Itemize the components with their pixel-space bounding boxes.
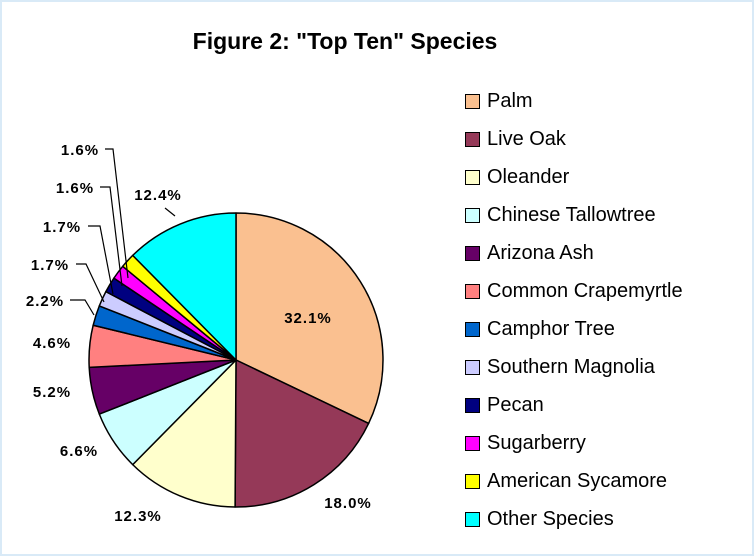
pie-slice-oleander [131,359,237,508]
legend-swatch [465,131,480,147]
legend-label: Other Species [487,507,614,530]
legend-label: Palm [487,89,533,112]
leader-line-pecan [88,225,114,295]
leader-line-american-sycamore [105,148,129,279]
legend-label: Oleander [487,165,570,188]
data-label-chinese-tallowtree: 6.6% [60,443,98,460]
leader-line-southern-magnolia [76,263,105,303]
legend-swatch [465,245,480,261]
chart-title: Figure 2: "Top Ten" Species [192,28,498,54]
legend-label: Common Crapemyrtle [487,279,683,302]
data-label-other-species: 12.4% [134,187,182,204]
data-label-southern-magnolia: 1.7% [31,257,69,274]
pie-slice-palm [235,212,384,425]
leader-line-other-species [164,207,176,217]
legend-swatch [465,169,480,185]
legend-item-common-crapemyrtle: Common Crapemyrtle [465,272,683,310]
leader-line-sugarberry [100,186,123,287]
data-label-arizona-ash: 5.2% [33,384,71,401]
legend-item-live-oak: Live Oak [465,120,683,158]
data-label-common-crapemyrtle: 4.6% [33,335,71,352]
legend-item-chinese-tallowtree: Chinese Tallowtree [465,196,683,234]
legend-label: Southern Magnolia [487,355,655,378]
legend-swatch [465,207,480,223]
legend-swatch [465,511,480,527]
legend-item-oleander: Oleander [465,158,683,196]
pie-slice-other-species [131,212,237,361]
legend-swatch [465,435,480,451]
chart-legend: Palm Live Oak Oleander Chinese Tallowtree Ar… [465,82,683,538]
legend-swatch [465,473,480,489]
leader-line-camphor-tree [70,299,95,316]
legend-label: Sugarberry [487,431,586,454]
legend-item-arizona-ash: Arizona Ash [465,234,683,272]
legend-swatch [465,321,480,337]
legend-item-southern-magnolia: Southern Magnolia [465,348,683,386]
legend-item-camphor-tree: Camphor Tree [465,310,683,348]
legend-label: Chinese Tallowtree [487,203,656,226]
legend-item-palm: Palm [465,82,683,120]
legend-item-sugarberry: Sugarberry [465,424,683,462]
pie-slice-live-oak [234,359,370,508]
data-label-live-oak: 18.0% [324,495,372,512]
legend-label: Camphor Tree [487,317,615,340]
legend-swatch [465,93,480,109]
legend-label: Pecan [487,393,544,416]
legend-swatch [465,359,480,375]
data-label-sugarberry: 1.6% [56,180,94,197]
data-label-oleander: 12.3% [114,508,162,525]
legend-item-other-species: Other Species [465,500,683,538]
data-label-american-sycamore: 1.6% [61,142,99,159]
data-label-palm: 32.1% [284,310,332,327]
legend-swatch [465,283,480,299]
data-label-camphor-tree: 2.2% [26,293,64,310]
legend-item-american-sycamore: American Sycamore [465,462,683,500]
legend-item-pecan: Pecan [465,386,683,424]
legend-label: Live Oak [487,127,566,150]
data-label-pecan: 1.7% [43,219,81,236]
legend-label: American Sycamore [487,469,668,492]
legend-swatch [465,397,480,413]
legend-label: Arizona Ash [487,241,594,264]
